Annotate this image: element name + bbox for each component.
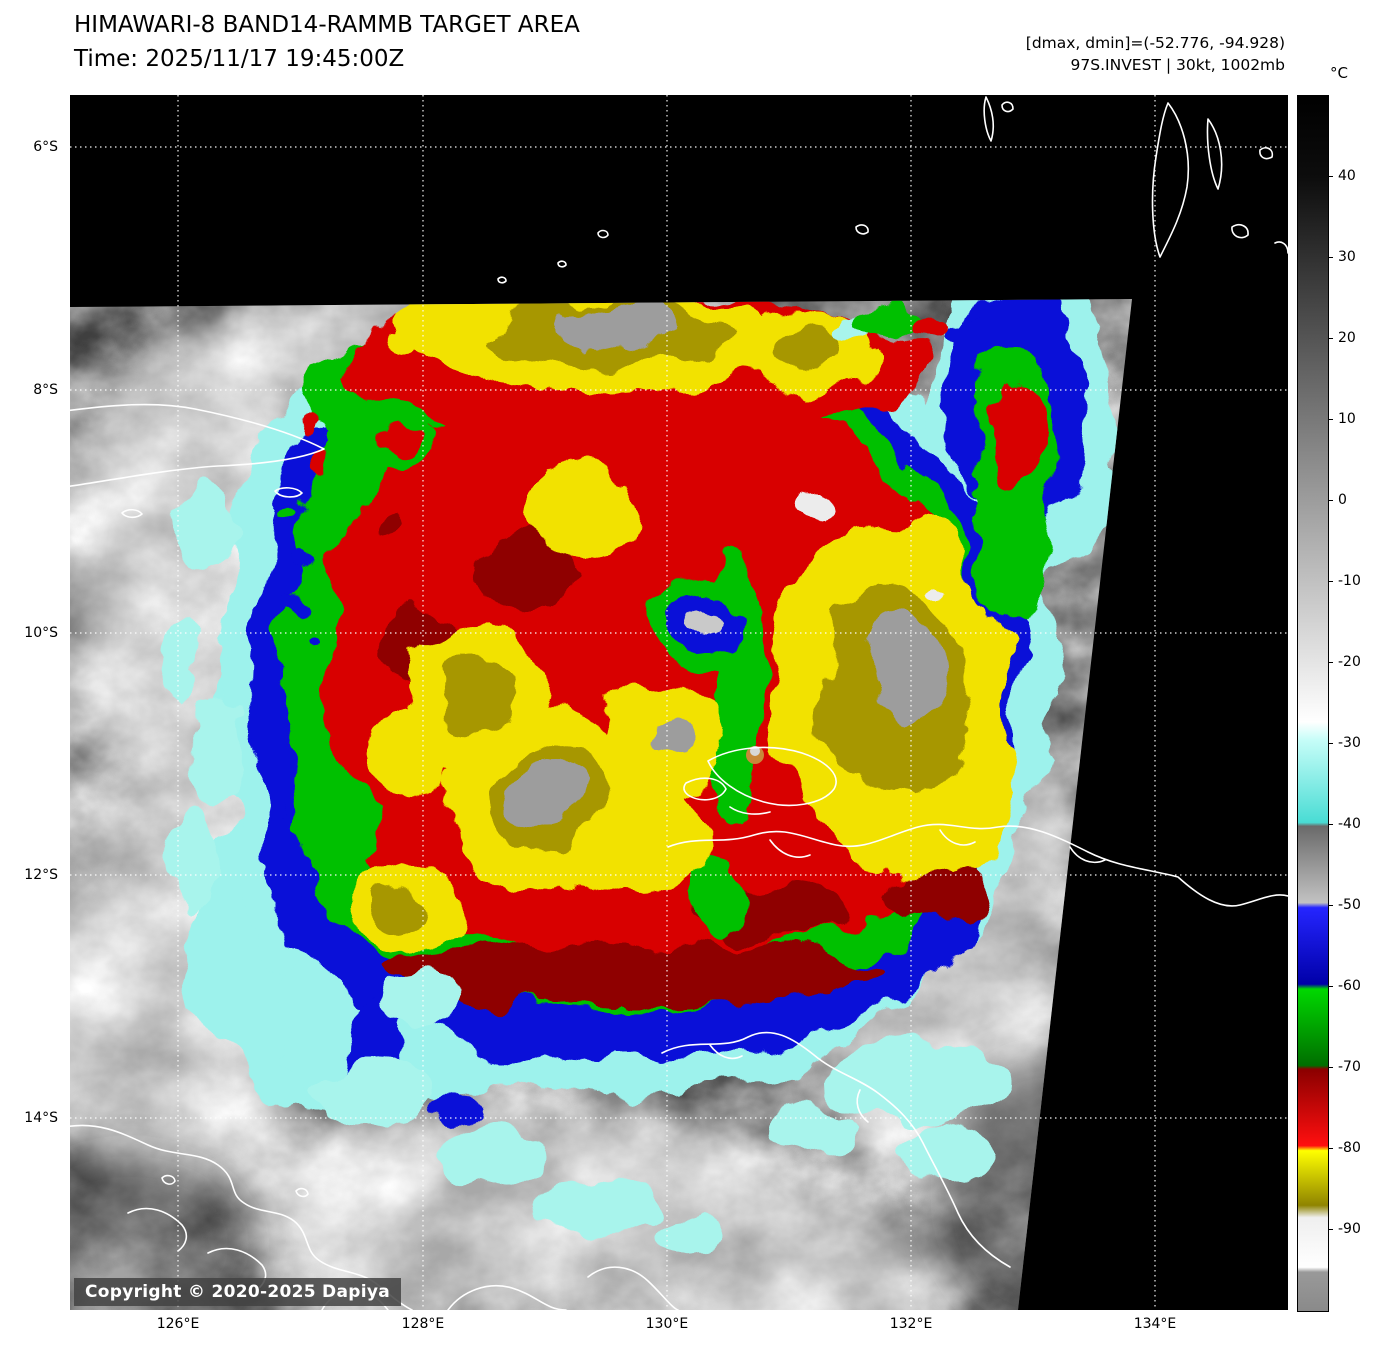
storm-info-label: 97S.INVEST | 30kt, 1002mb [1070, 56, 1285, 74]
satellite-image [70, 95, 1288, 1310]
page-title: HIMAWARI-8 BAND14-RAMMB TARGET AREA [74, 12, 580, 38]
colorbar-tick-mark [1328, 499, 1333, 501]
lon-tick-label: 130°E [645, 1316, 689, 1332]
inner-blue-spot [662, 591, 742, 655]
colorbar-unit-label: °C [1330, 64, 1348, 82]
colorbar-gradient [1297, 95, 1329, 1312]
colorbar-tick-mark [1328, 1067, 1333, 1068]
dmax-dmin-label: [dmax, dmin]=(-52.776, -94.928) [1025, 34, 1285, 52]
storm-enhancement [180, 299, 1120, 1120]
lat-tick-label: 8°S [33, 382, 58, 398]
colorbar-tick-mark [1328, 985, 1333, 987]
colorbar-tick-label: 30 [1338, 248, 1356, 265]
lat-tick-label: 14°S [24, 1110, 58, 1127]
data-swath [70, 299, 1132, 1310]
gridlines [70, 95, 1288, 1310]
copyright-watermark: Copyright © 2020-2025 Dapiya [74, 1278, 401, 1306]
colorbar-tick-label: -90 [1338, 1220, 1361, 1237]
plot-area [70, 95, 1288, 1310]
lon-tick-label: 128°E [401, 1316, 445, 1332]
colorbar-tick-mark [1328, 338, 1333, 339]
colorbar-tick-mark [1328, 581, 1333, 582]
lon-tick-label: 134°E [1133, 1316, 1177, 1332]
lat-axis: 6°S 8°S 10°S 12°S 14°S [0, 95, 64, 1310]
colorbar-tick-mark [1328, 905, 1333, 907]
colorbar-tick-label: -50 [1338, 897, 1361, 914]
lon-tick-label: 126°E [156, 1316, 200, 1332]
colorbar-tick-label: -60 [1338, 977, 1361, 994]
colorbar-tick-label: 0 [1338, 491, 1347, 508]
colorbar-tick-mark [1328, 824, 1333, 825]
colorbar-tick-label: -70 [1338, 1059, 1361, 1075]
white-cloud-spots [795, 496, 958, 591]
colorbar-tick-label: 10 [1338, 411, 1356, 428]
coastlines [70, 96, 1288, 1310]
colorbar-tick-label: -80 [1338, 1140, 1361, 1157]
colorbar-tick-label: 40 [1338, 168, 1356, 185]
colorbar-tick-label: -40 [1338, 816, 1361, 832]
colorbar-tick-mark [1328, 419, 1333, 421]
lat-tick-label: 12°S [24, 867, 58, 884]
colorbar-tick-label: 20 [1338, 330, 1356, 346]
dark-red-layer [378, 513, 995, 1007]
colorbar-tick-label: -10 [1338, 573, 1361, 589]
colorbar-tick-label: -20 [1338, 654, 1361, 671]
colorbar-tick-mark [1328, 176, 1333, 178]
lat-tick-label: 6°S [33, 139, 58, 155]
time-label: Time: 2025/11/17 19:45:00Z [74, 46, 405, 72]
lat-tick-label: 10°S [24, 625, 58, 641]
colorbar-tick-mark [1328, 1228, 1333, 1230]
colorbar-tick-mark [1328, 256, 1333, 258]
colorbar-tick-mark [1328, 1148, 1333, 1150]
lon-axis: 126°E 128°E 130°E 132°E 134°E [70, 1316, 1288, 1338]
colorbar-tick-mark [1328, 742, 1333, 744]
colorbar-tick-mark [1328, 662, 1333, 664]
colorbar-tick-label: -30 [1338, 734, 1361, 751]
colorbar-axis: 40 30 20 10 0 -10 -20 -30 -40 -50 -60 -70 -80 -90 [1328, 95, 1388, 1310]
meta-block: [dmax, dmin]=(-52.776, -94.928) 97S.INVE… [1026, 32, 1285, 76]
lon-tick-label: 132°E [889, 1316, 933, 1332]
overshooting-tops [507, 309, 944, 827]
